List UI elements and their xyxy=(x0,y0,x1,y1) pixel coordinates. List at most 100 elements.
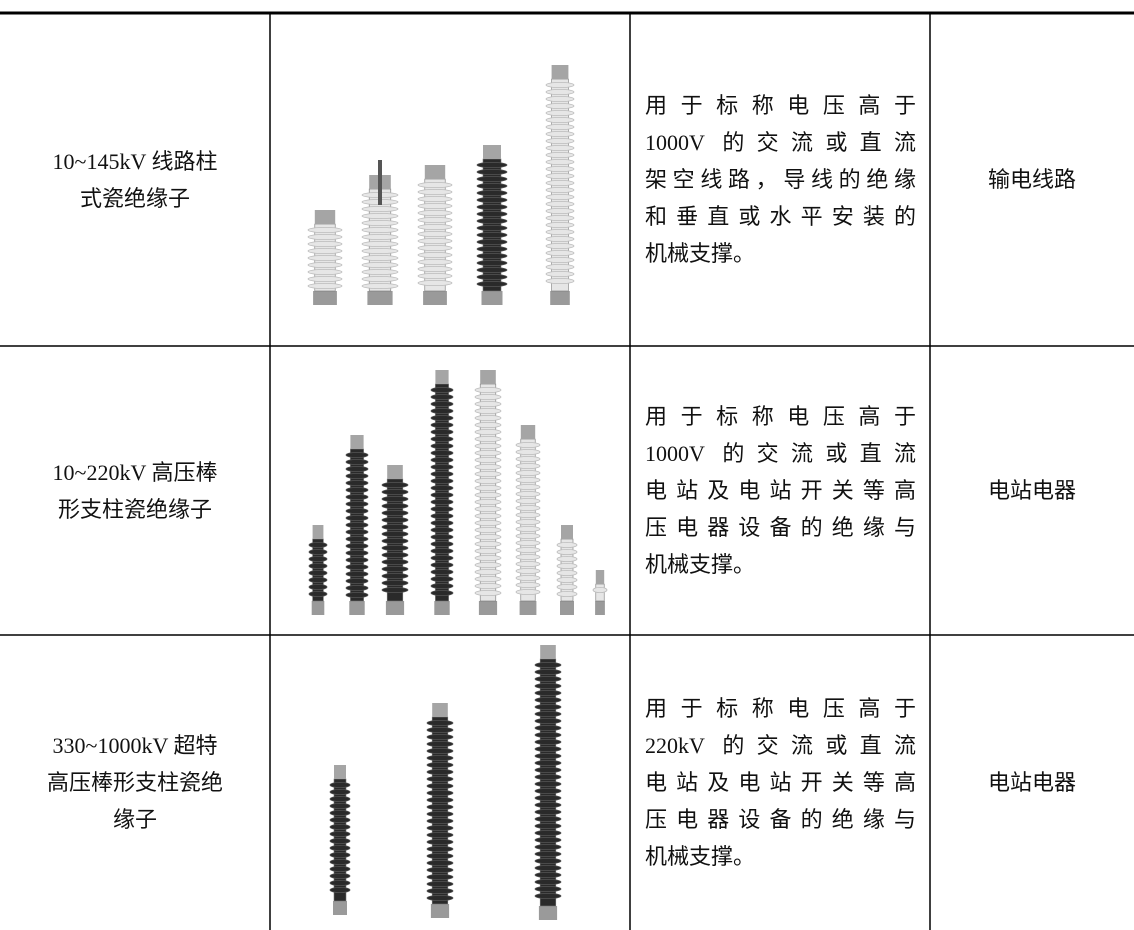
description-line: 机械支撑。 xyxy=(645,844,756,869)
insulator-part xyxy=(432,703,448,717)
insulator-part xyxy=(417,181,453,188)
insulator-part xyxy=(545,263,575,270)
insulator-part xyxy=(426,755,454,762)
insulator-part xyxy=(480,370,496,384)
description-line: 架空线路，导线的绝缘 xyxy=(645,167,916,192)
insulator-part xyxy=(474,520,502,527)
insulator-part xyxy=(430,456,454,463)
insulator-part xyxy=(417,258,453,265)
insulator-part xyxy=(350,435,364,449)
insulator-part xyxy=(381,573,409,580)
insulator-part xyxy=(534,718,562,725)
insulator-part xyxy=(417,272,453,279)
insulator-part xyxy=(534,739,562,746)
insulator-part xyxy=(361,282,399,289)
insulator-part xyxy=(426,811,454,818)
insulator-part xyxy=(307,282,343,289)
insulator-part xyxy=(545,89,575,96)
insulator-part xyxy=(430,393,454,400)
insulator-part xyxy=(430,527,454,534)
insulator-part xyxy=(545,158,575,165)
insulator-part xyxy=(556,577,578,584)
insulator-part xyxy=(545,117,575,124)
insulator-part xyxy=(426,818,454,825)
insulator-part xyxy=(361,240,399,247)
insulator-part xyxy=(515,441,541,448)
insulator-part xyxy=(534,711,562,718)
insulator-part xyxy=(592,587,608,594)
insulator-part xyxy=(534,732,562,739)
insulator-part xyxy=(329,873,351,880)
insulator-part xyxy=(430,435,454,442)
insulator-part xyxy=(474,505,502,512)
insulator-part xyxy=(308,556,328,563)
insulator-part xyxy=(474,463,502,470)
insulator-part xyxy=(426,853,454,860)
insulator-part xyxy=(381,481,409,488)
insulator-part xyxy=(534,753,562,760)
insulator-part xyxy=(534,669,562,676)
insulator-part xyxy=(361,212,399,219)
insulator-part xyxy=(476,203,508,210)
insulator-part xyxy=(426,797,454,804)
insulator-part xyxy=(474,534,502,541)
insulator-part xyxy=(329,796,351,803)
description-line: 和垂直或水平安装的 xyxy=(645,204,916,229)
insulator-part xyxy=(426,825,454,832)
insulator-part xyxy=(426,734,454,741)
insulator-part xyxy=(435,370,449,384)
insulator-part xyxy=(345,493,369,500)
insulator-part xyxy=(515,547,541,554)
insulator-part xyxy=(361,226,399,233)
insulator-part xyxy=(515,533,541,540)
insulator-part xyxy=(534,774,562,781)
insulator-part xyxy=(545,110,575,117)
insulator-part xyxy=(515,568,541,575)
insulator-part xyxy=(545,200,575,207)
insulator-part xyxy=(426,804,454,811)
insulator-part xyxy=(345,557,369,564)
insulator-part xyxy=(545,193,575,200)
insulator-part xyxy=(474,449,502,456)
description-line: 电站及电站开关等高 xyxy=(645,478,916,503)
insulator-part xyxy=(474,470,502,477)
insulator-part xyxy=(556,549,578,556)
insulator-part xyxy=(329,824,351,831)
insulator-part xyxy=(474,428,502,435)
insulator-part xyxy=(417,202,453,209)
insulator-part xyxy=(545,96,575,103)
insulator-part xyxy=(474,393,502,400)
name-line: 10~220kV 高压棒 xyxy=(52,459,218,485)
description-line: 用于标称电压高于 xyxy=(645,404,916,429)
insulator-part xyxy=(534,816,562,823)
insulator-part xyxy=(515,582,541,589)
insulator-part xyxy=(426,776,454,783)
insulator-part xyxy=(426,867,454,874)
insulator-part xyxy=(476,210,508,217)
insulator-part xyxy=(426,846,454,853)
insulator-part xyxy=(345,564,369,571)
insulator-part xyxy=(381,517,409,524)
insulator-part xyxy=(308,563,328,570)
insulator-part xyxy=(560,601,574,615)
insulator-part xyxy=(381,488,409,495)
insulator-part xyxy=(430,576,454,583)
insulator-part xyxy=(417,230,453,237)
insulator-part xyxy=(534,788,562,795)
insulator-part xyxy=(476,182,508,189)
insulator-part xyxy=(534,872,562,879)
insulator-part xyxy=(515,575,541,582)
insulator-part xyxy=(345,536,369,543)
insulator-part xyxy=(534,809,562,816)
insulator-part xyxy=(476,217,508,224)
insulator-part xyxy=(474,435,502,442)
insulator-part xyxy=(534,879,562,886)
insulator-part xyxy=(515,554,541,561)
application-text: 输电线路 xyxy=(987,167,1076,192)
insulator-part xyxy=(515,526,541,533)
insulator-part xyxy=(556,542,578,549)
insulator-part xyxy=(308,570,328,577)
insulator-part xyxy=(474,484,502,491)
insulator-part xyxy=(308,549,328,556)
insulator-part xyxy=(545,103,575,110)
